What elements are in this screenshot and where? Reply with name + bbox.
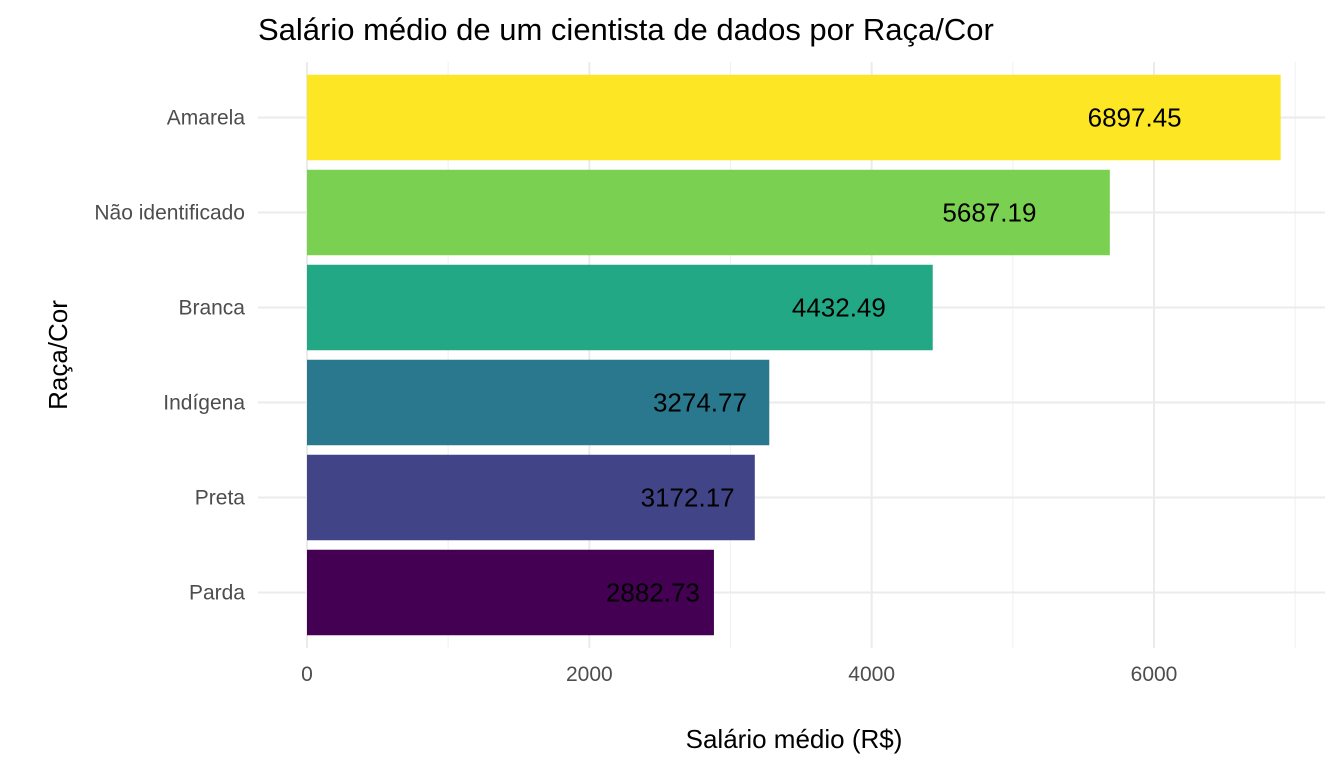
y-axis-title: Raça/Cor [43,300,73,410]
x-tick-label: 2000 [566,663,613,686]
bar-value-label: 3172.17 [641,483,735,513]
x-tick-label: 6000 [1131,663,1178,686]
bar-value-label: 4432.49 [792,293,886,323]
chart-title: Salário médio de um cientista de dados p… [258,12,994,47]
y-tick-label: Branca [178,297,245,320]
bar [307,549,714,636]
y-tick-label: Preta [195,487,246,510]
x-tick-label: 4000 [848,663,895,686]
bar [307,74,1281,161]
y-tick-label: Não identificado [94,202,245,225]
y-tick-label: Parda [189,582,245,605]
y-tick-label: Indígena [163,392,245,415]
bar-value-label: 6897.45 [1088,103,1182,133]
y-tick-label: Amarela [167,107,246,130]
bar-value-label: 2882.73 [606,578,700,608]
x-axis-tick-labels: 0 2000 4000 6000 [301,663,1177,686]
y-axis-tick-labels: Amarela Não identificado Branca Indígena Pre… [94,107,245,605]
bar-value-label: 5687.19 [942,198,1036,228]
bars [307,74,1281,636]
x-axis-title: Salário médio (R$) [686,724,903,754]
x-tick-label: 0 [301,663,313,686]
bar [307,169,1110,256]
data-labels: 6897.45 5687.19 4432.49 3274.77 3172.17 2882.… [606,103,1182,608]
bar [307,454,755,541]
bar-value-label: 3274.77 [653,388,747,418]
bar [307,359,770,446]
bar [307,264,933,351]
